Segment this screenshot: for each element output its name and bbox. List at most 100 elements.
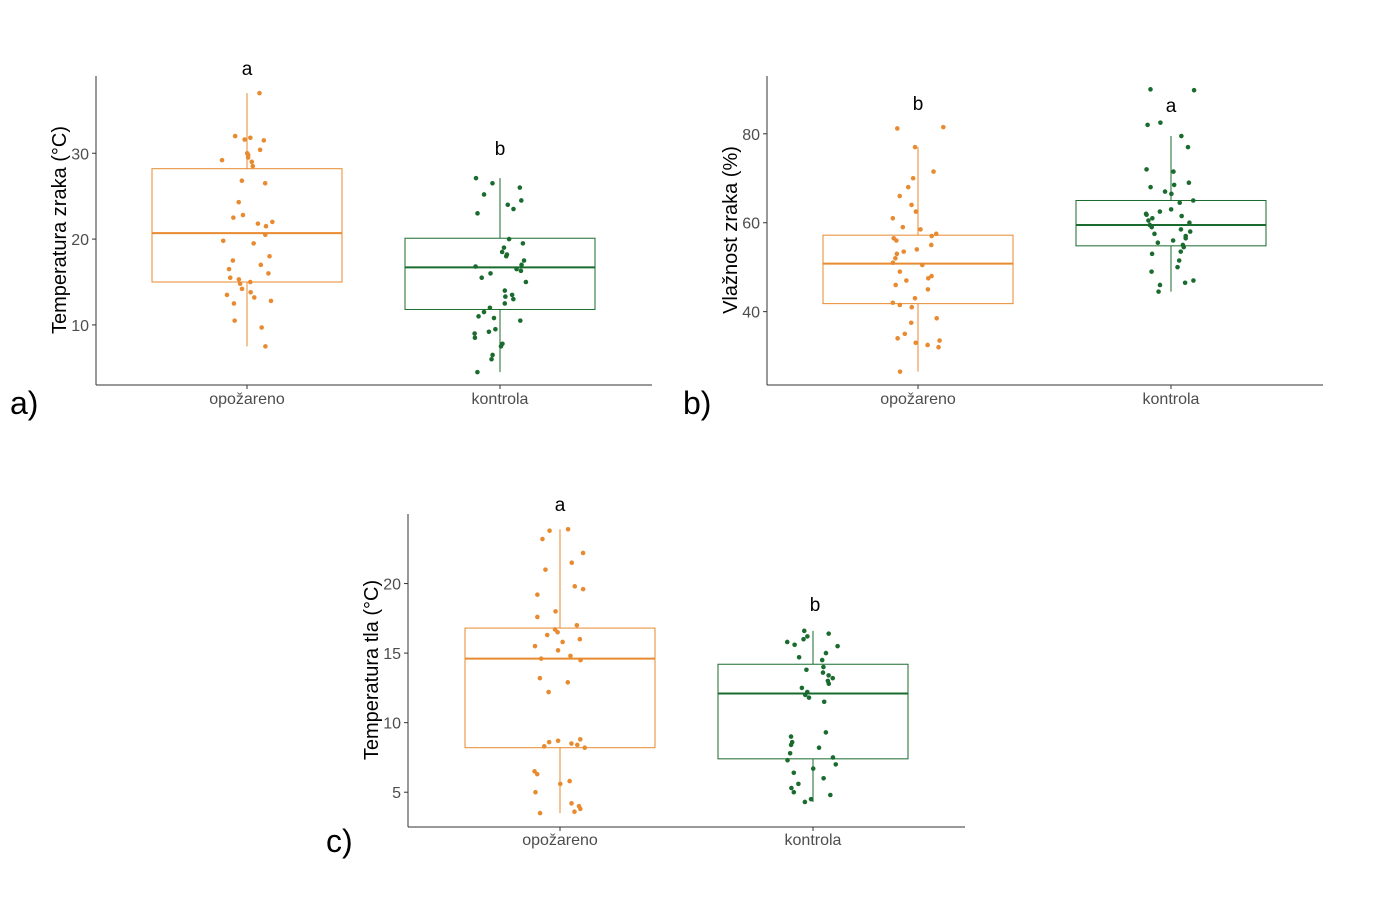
data-point bbox=[835, 643, 840, 649]
significance-letter-burned: a bbox=[555, 495, 566, 516]
data-point bbox=[523, 279, 529, 285]
data-point bbox=[792, 642, 797, 648]
data-point bbox=[263, 223, 269, 229]
data-point bbox=[261, 138, 267, 143]
data-point bbox=[1150, 215, 1155, 221]
y-tick-label: 40 bbox=[742, 305, 760, 322]
data-point bbox=[569, 560, 575, 565]
data-point bbox=[900, 224, 906, 230]
panel-label: c) bbox=[326, 823, 353, 859]
data-point bbox=[237, 281, 243, 287]
data-point bbox=[248, 279, 253, 285]
data-point bbox=[1191, 87, 1197, 93]
data-point bbox=[582, 745, 588, 751]
data-point bbox=[248, 135, 253, 141]
y-axis-title: Temperatura tla (°C) bbox=[361, 580, 383, 760]
data-point bbox=[1149, 224, 1155, 230]
data-point bbox=[473, 264, 478, 269]
data-point bbox=[568, 653, 573, 659]
data-point bbox=[239, 286, 245, 292]
data-point bbox=[475, 211, 480, 216]
data-point bbox=[1171, 169, 1176, 174]
data-point bbox=[897, 193, 903, 199]
data-point bbox=[788, 734, 794, 739]
y-tick-label: 80 bbox=[742, 127, 760, 144]
data-point bbox=[224, 292, 230, 298]
data-point bbox=[535, 592, 540, 597]
data-point bbox=[268, 298, 274, 304]
data-point bbox=[1179, 133, 1184, 139]
data-point bbox=[266, 271, 271, 276]
data-point bbox=[804, 667, 809, 673]
data-point bbox=[820, 670, 826, 675]
data-point bbox=[537, 675, 543, 681]
data-point bbox=[925, 275, 931, 281]
data-point bbox=[1157, 282, 1163, 288]
data-point bbox=[231, 301, 237, 306]
data-point bbox=[937, 338, 942, 343]
data-point bbox=[519, 262, 524, 268]
data-point bbox=[239, 178, 245, 184]
data-point bbox=[828, 792, 833, 798]
x-tick-label-burned: opožareno bbox=[880, 391, 956, 408]
data-point bbox=[490, 352, 495, 358]
data-point bbox=[833, 762, 839, 767]
data-point bbox=[491, 315, 497, 321]
data-point bbox=[565, 527, 571, 532]
data-point bbox=[821, 664, 826, 670]
data-point bbox=[1187, 229, 1193, 234]
data-point bbox=[1162, 189, 1168, 194]
data-point bbox=[897, 302, 903, 308]
data-point bbox=[821, 699, 827, 705]
significance-letter-control: a bbox=[1166, 96, 1177, 117]
data-point bbox=[517, 185, 523, 190]
data-point bbox=[936, 344, 941, 350]
data-point bbox=[481, 192, 487, 197]
panel-a-air-temperature: a) Temperatura zraka (°C) opožareno kont… bbox=[10, 59, 652, 421]
data-point bbox=[251, 295, 257, 300]
data-point bbox=[259, 325, 264, 330]
data-point bbox=[1179, 213, 1184, 219]
data-point bbox=[796, 654, 802, 660]
data-point bbox=[826, 681, 832, 687]
y-tick-label: 20 bbox=[383, 577, 401, 594]
y-tick-label: 10 bbox=[383, 716, 401, 733]
data-point bbox=[502, 301, 508, 306]
y-ticks: 5 10 15 20 bbox=[383, 577, 814, 831]
data-point bbox=[267, 253, 272, 259]
data-point bbox=[1177, 200, 1183, 206]
data-point bbox=[788, 742, 794, 748]
y-tick-label: 30 bbox=[71, 146, 89, 163]
data-point bbox=[1149, 251, 1155, 257]
data-point bbox=[220, 238, 226, 244]
data-point bbox=[546, 739, 552, 745]
data-point bbox=[908, 320, 914, 326]
data-point bbox=[895, 336, 900, 341]
data-point bbox=[909, 202, 914, 208]
data-point bbox=[488, 271, 493, 276]
data-point bbox=[476, 314, 481, 319]
data-point bbox=[572, 584, 578, 589]
data-point bbox=[1156, 289, 1161, 294]
data-point bbox=[928, 242, 934, 248]
panel-c-soil-temperature: c) Temperatura tla (°C) opožareno kontro… bbox=[326, 495, 965, 859]
panel-label: b) bbox=[683, 385, 711, 421]
data-point bbox=[801, 636, 806, 642]
data-point bbox=[929, 233, 935, 239]
data-point bbox=[799, 685, 805, 691]
data-point bbox=[262, 180, 268, 186]
data-point bbox=[901, 249, 907, 254]
data-point bbox=[521, 258, 527, 263]
plot-area bbox=[766, 76, 1323, 386]
data-point bbox=[914, 247, 920, 252]
box-kontrola bbox=[404, 237, 596, 310]
data-point bbox=[263, 232, 268, 238]
data-point bbox=[575, 742, 580, 748]
data-point bbox=[578, 737, 583, 742]
data-point bbox=[226, 266, 232, 272]
y-ticks: 40 60 80 bbox=[742, 127, 1172, 389]
data-point bbox=[894, 126, 900, 131]
x-tick-label-burned: opožareno bbox=[522, 832, 598, 849]
data-point bbox=[1148, 184, 1153, 190]
